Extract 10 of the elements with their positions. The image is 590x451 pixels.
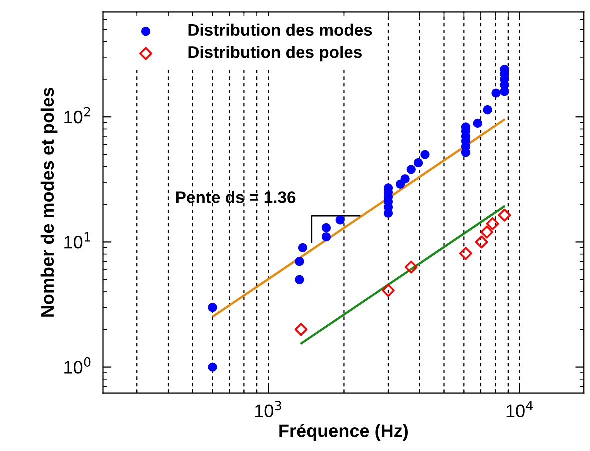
legend-label: Distribution des poles xyxy=(188,46,362,62)
x-tick-label: 10$^{4}$ xyxy=(506,401,534,418)
y-axis-title: Nomber de modes et poles xyxy=(40,88,58,317)
y-tick-label: 10$^{2}$ xyxy=(64,107,90,124)
y-tick-label: 10$^{1}$ xyxy=(64,232,90,249)
x-tick-label: 10$^{3}$ xyxy=(255,401,282,418)
annotation: Pente ds = 1.36 xyxy=(176,191,296,204)
y-tick-label: 10$^{0}$ xyxy=(64,357,91,374)
x-axis-title: Fréquence (Hz) xyxy=(280,424,408,441)
legend-label: Distribution des modes xyxy=(188,24,372,36)
